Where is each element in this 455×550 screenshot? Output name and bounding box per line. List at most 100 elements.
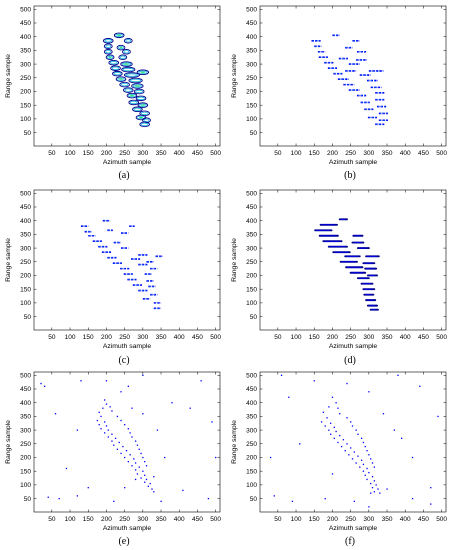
scatter-point <box>386 488 388 490</box>
target-contour <box>123 72 140 78</box>
scatter-point <box>151 488 153 490</box>
x-tick-label: 300 <box>137 334 148 341</box>
chart-f: 50 100 150 200 250 300 350 400 450 500 50 100 150 200… <box>231 371 447 532</box>
x-axis-label: Azimuth sample <box>329 343 378 350</box>
y-axis-label: Range sample <box>231 238 238 282</box>
y-tick-label: 200 <box>20 89 31 96</box>
target-core <box>119 78 123 80</box>
scatter-point <box>382 413 385 415</box>
x-tick-label: 150 <box>309 150 320 157</box>
x-tick-label: 400 <box>400 334 411 341</box>
target-contour-inner <box>110 61 118 65</box>
y-tick-label: 150 <box>20 102 31 109</box>
scatter-point <box>131 436 133 438</box>
y-tick-label: 400 <box>246 218 257 225</box>
scatter-point <box>330 433 332 435</box>
scatter-point <box>368 506 370 508</box>
y-tick-label: 300 <box>20 427 31 434</box>
scatter-point <box>111 433 113 435</box>
y-axis-label: Range sample <box>231 420 238 464</box>
y-tick-label: 400 <box>20 400 31 407</box>
scatter-point <box>337 441 339 444</box>
scatter-point <box>362 463 365 466</box>
target-contour-inner <box>117 77 125 81</box>
x-tick-label: 350 <box>382 516 393 523</box>
y-tick-label: 200 <box>20 455 31 462</box>
y-tick-label: 350 <box>20 414 31 421</box>
scatter-point <box>351 458 354 460</box>
scatter-point <box>120 452 122 455</box>
y-axis-label: Range sample <box>5 54 12 98</box>
target-contour-inner <box>130 100 138 104</box>
x-tick-label: 500 <box>436 334 447 341</box>
chart-b: 50 100 150 200 250 300 350 400 450 500 50 100 150 200… <box>231 5 447 166</box>
scatter-point <box>320 421 323 423</box>
x-tick-label: 250 <box>345 516 356 523</box>
scatter-point <box>47 496 49 498</box>
scatter-point <box>430 503 432 505</box>
target-contour-inner <box>122 68 134 72</box>
x-tick-label: 400 <box>174 516 185 523</box>
x-tick-label: 100 <box>291 516 302 523</box>
scatter-point <box>80 380 82 382</box>
x-tick-label: 200 <box>101 150 112 157</box>
plot-frame <box>259 189 447 331</box>
x-tick-label: 200 <box>101 334 112 341</box>
scatter-point <box>326 417 328 419</box>
target-core <box>119 47 123 49</box>
target-contour-inner <box>113 72 122 76</box>
y-tick-label: 250 <box>246 441 257 448</box>
y-tick-label: 450 <box>20 20 31 27</box>
y-tick-label: 150 <box>246 468 257 475</box>
target-contour-inner <box>121 62 132 66</box>
scatter-point <box>142 374 144 376</box>
scatter-point <box>362 441 365 444</box>
chart-e: 50 100 150 200 250 300 350 400 450 500 50 100 150 200… <box>5 371 221 532</box>
scatter-point <box>116 415 119 418</box>
y-tick-label: 50 <box>24 130 32 137</box>
x-tick-label: 450 <box>418 334 429 341</box>
target-contour-inner <box>118 46 124 50</box>
scatter-point <box>122 445 124 448</box>
target-contour <box>137 102 149 108</box>
plot-frame <box>33 189 221 331</box>
target-contour-inner <box>143 118 150 122</box>
target-contour-inner <box>132 84 142 88</box>
x-tick-label: 250 <box>119 334 130 341</box>
target-contour-inner <box>140 111 149 115</box>
scatter-point <box>133 458 135 460</box>
target-contour-inner <box>133 107 142 111</box>
x-axis-label: Azimuth sample <box>103 159 152 166</box>
y-tick-label: 400 <box>246 34 257 41</box>
target-contour <box>119 81 130 88</box>
x-tick-label: 50 <box>274 150 282 157</box>
scatter-point <box>397 374 399 376</box>
scatter-point <box>371 476 374 478</box>
y-tick-label: 200 <box>20 273 31 280</box>
scatter-point <box>364 445 366 448</box>
scatter-point <box>124 487 126 489</box>
y-tick-label: 300 <box>246 427 257 434</box>
scatter-point <box>145 465 148 467</box>
target-contour <box>103 43 113 50</box>
x-tick-label: 200 <box>327 516 338 523</box>
scatter-point <box>370 482 372 485</box>
scatter-point <box>105 403 108 405</box>
scatter-point <box>328 406 330 408</box>
y-tick-label: 50 <box>250 496 258 503</box>
scatter-point <box>357 455 359 457</box>
y-tick-label: 50 <box>250 314 258 321</box>
x-tick-label: 350 <box>156 150 167 157</box>
x-tick-label: 500 <box>436 150 447 157</box>
scatter-point <box>136 444 139 446</box>
y-tick-label: 400 <box>20 34 31 41</box>
scatter-point <box>393 429 396 431</box>
x-tick-label: 150 <box>83 334 94 341</box>
scatter-point <box>337 407 339 409</box>
scatter-point <box>200 380 202 382</box>
x-tick-label: 350 <box>382 334 393 341</box>
x-tick-label: 350 <box>156 516 167 523</box>
y-tick-label: 400 <box>246 400 257 407</box>
scatter-point <box>215 456 217 459</box>
